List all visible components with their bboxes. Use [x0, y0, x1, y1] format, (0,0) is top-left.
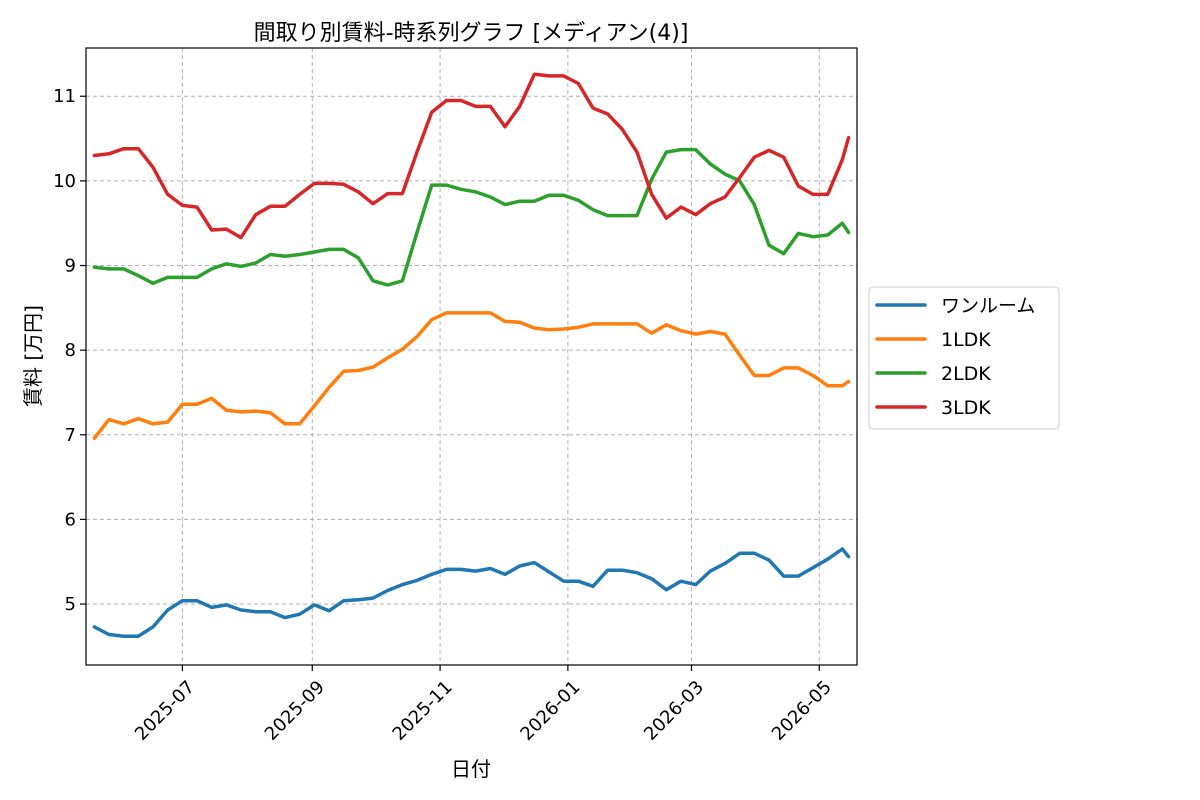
y-tick-label: 7	[65, 425, 76, 446]
legend-box	[868, 286, 1060, 430]
y-tick-label: 5	[65, 594, 76, 615]
series-line-3ldk	[92, 72, 851, 240]
grid	[86, 48, 857, 665]
y-axis: 5 6 7 8 9 10 11	[53, 86, 86, 615]
chart-title: 間取り別賃料-時系列グラフ [メディアン(4)]	[254, 21, 689, 46]
y-tick-label: 6	[65, 509, 76, 530]
y-tick-label: 10	[53, 171, 76, 192]
legend-label-one-room: ワンルーム	[941, 295, 1035, 317]
series-line-2ldk	[92, 147, 851, 287]
legend: ワンルーム 1LDK 2LDK 3LDK	[868, 286, 1060, 430]
y-tick-label: 11	[53, 86, 76, 107]
series-lines	[92, 72, 851, 638]
y-tick-label: 9	[65, 256, 76, 277]
legend-label-2ldk: 2LDK	[941, 363, 991, 385]
legend-label-3ldk: 3LDK	[941, 397, 991, 419]
legend-label-1ldk: 1LDK	[941, 329, 991, 351]
y-axis-label: 賃料 [万円]	[21, 305, 45, 407]
y-tick-label: 8	[65, 340, 76, 361]
x-axis-label: 日付	[451, 757, 491, 781]
series-line-1ldk	[92, 311, 851, 440]
series-line-one-room	[92, 547, 851, 638]
plot-area-frame	[85, 47, 858, 666]
